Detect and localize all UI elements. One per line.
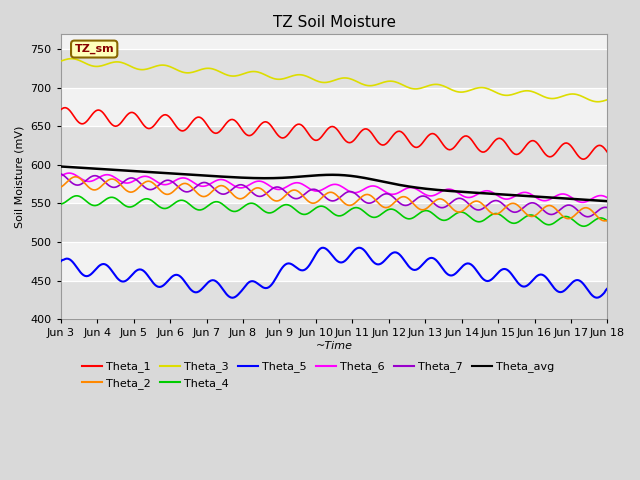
Bar <box>61 280 607 319</box>
Bar <box>61 49 607 88</box>
Bar <box>61 88 607 126</box>
Title: TZ Soil Moisture: TZ Soil Moisture <box>273 15 396 30</box>
Y-axis label: Soil Moisture (mV): Soil Moisture (mV) <box>15 125 25 228</box>
Text: TZ_sm: TZ_sm <box>74 44 114 54</box>
X-axis label: ~Time: ~Time <box>316 341 353 351</box>
Bar <box>61 30 607 49</box>
Legend: Theta_1, Theta_2, Theta_3, Theta_4, Theta_5, Theta_6, Theta_7, Theta_avg: Theta_1, Theta_2, Theta_3, Theta_4, Thet… <box>77 357 559 393</box>
Bar <box>61 126 607 165</box>
Bar <box>61 242 607 280</box>
Bar <box>61 165 607 204</box>
Bar <box>61 204 607 242</box>
